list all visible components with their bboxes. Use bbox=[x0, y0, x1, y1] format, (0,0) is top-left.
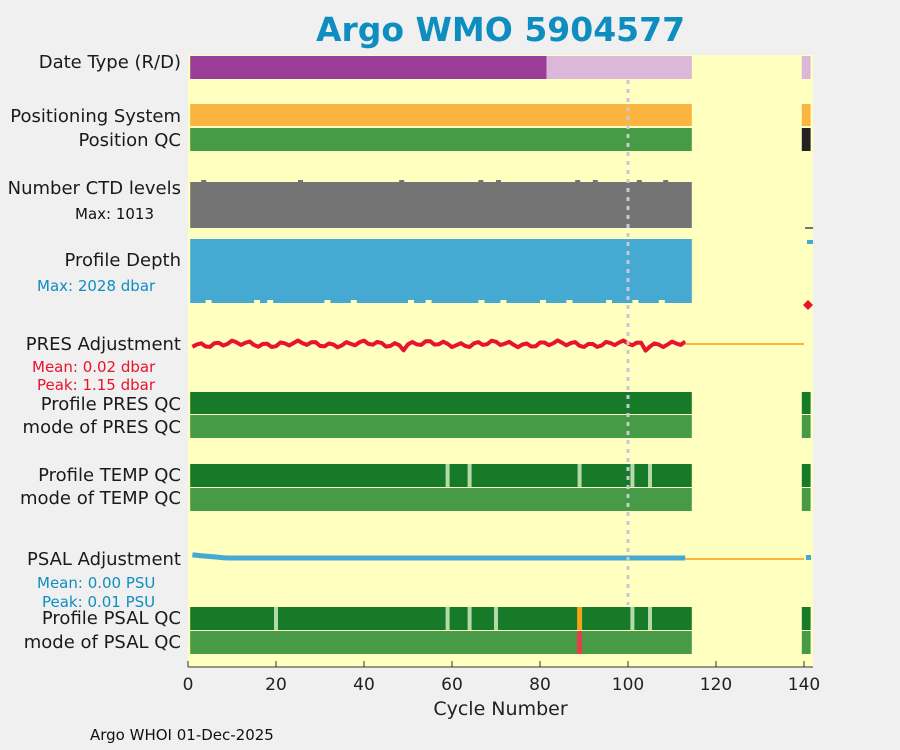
profile-temp-qc-bar bbox=[190, 464, 692, 487]
ctd-level-notch bbox=[636, 180, 642, 182]
profile-depth-bar bbox=[190, 239, 692, 303]
plot-background bbox=[188, 55, 813, 667]
label-profile-pres-qc: Profile PRES QC bbox=[40, 394, 181, 415]
depth-short-profile bbox=[478, 300, 485, 304]
positioning-segment bbox=[190, 104, 692, 126]
x-tick-label: 0 bbox=[182, 675, 194, 695]
psal-mode-bad-mark bbox=[577, 631, 583, 654]
temp-qc-probable-mark bbox=[467, 464, 472, 487]
ctd-level-notch bbox=[478, 180, 484, 182]
x-tick-label: 140 bbox=[787, 675, 821, 695]
temp-qc-probable-mark bbox=[445, 464, 450, 487]
depth-short-profile bbox=[500, 300, 507, 304]
label-psal-adjustment: PSAL Adjustment bbox=[26, 549, 181, 570]
date-type-segment bbox=[546, 56, 692, 79]
label-positioning-system: Positioning System bbox=[10, 106, 181, 127]
psal-adjustment-mean: Mean: 0.00 PSU bbox=[37, 574, 156, 592]
depth-short-profile bbox=[408, 300, 414, 304]
temp-qc-probable-mark bbox=[630, 464, 635, 487]
pres-adjustment-line bbox=[191, 338, 687, 353]
depth-short-profile bbox=[425, 300, 432, 304]
depth-short-profile bbox=[566, 300, 573, 304]
position-qc-segment bbox=[190, 128, 692, 151]
position-qc-segment bbox=[801, 128, 811, 151]
x-tick-label: 120 bbox=[699, 675, 733, 695]
psal-adjustment-peak: Peak: 0.01 PSU bbox=[42, 593, 156, 611]
profile-pres-qc-segment bbox=[801, 392, 811, 414]
positioning-segment bbox=[801, 104, 811, 126]
psal-qc-probable-mark bbox=[648, 607, 652, 630]
ctd-levels-last-cycle bbox=[805, 227, 813, 229]
depth-short-profile bbox=[632, 300, 639, 304]
x-axis-label: Cycle Number bbox=[433, 698, 568, 720]
psal-qc-probable-mark bbox=[630, 607, 635, 630]
depth-short-profile bbox=[205, 300, 212, 304]
depth-last-marker bbox=[803, 300, 813, 310]
label-position-qc: Position QC bbox=[78, 130, 181, 151]
profile-psal-qc-bar bbox=[190, 607, 692, 630]
temp-qc-probable-mark bbox=[577, 464, 582, 487]
ctd-level-notch bbox=[298, 180, 303, 182]
ctd-level-notch bbox=[201, 180, 207, 182]
date-type-segment bbox=[801, 56, 811, 79]
psal-qc-probable-mark bbox=[445, 607, 450, 630]
psal-qc-probable-mark bbox=[467, 607, 472, 630]
x-tick-label: 60 bbox=[441, 675, 463, 695]
mode-temp-qc-bar bbox=[190, 488, 692, 511]
profile-psal-qc-last bbox=[801, 607, 811, 630]
depth-short-profile bbox=[350, 300, 357, 304]
date-type-segment bbox=[190, 56, 547, 79]
label-ctd-levels: Number CTD levels bbox=[7, 178, 181, 199]
label-pres-adjustment: PRES Adjustment bbox=[25, 334, 181, 355]
x-tick-label: 100 bbox=[611, 675, 645, 695]
psal-qc-probable-mark bbox=[494, 607, 498, 630]
psal-qc-probable-mark bbox=[274, 607, 278, 630]
temp-qc-probable-mark bbox=[648, 464, 652, 487]
mode-psal-qc-bar bbox=[190, 631, 692, 654]
ctd-level-notch bbox=[496, 180, 501, 182]
profile-depth-max: Max: 2028 dbar bbox=[37, 277, 156, 295]
psal-qc-warn-mark bbox=[577, 607, 583, 630]
ctd-levels-max: Max: 1013 bbox=[75, 205, 155, 223]
psal-last-cycle bbox=[806, 555, 811, 560]
ctd-level-notch bbox=[592, 180, 598, 182]
ctd-levels-bar bbox=[190, 182, 692, 228]
mode-pres-qc-segment bbox=[801, 415, 811, 438]
pres-adjustment-mean: Mean: 0.02 dbar bbox=[32, 358, 156, 376]
label-profile-psal-qc: Profile PSAL QC bbox=[41, 608, 181, 629]
chart-title: Argo WMO 5904577 bbox=[315, 10, 686, 49]
ctd-level-notch bbox=[663, 180, 669, 182]
psal-adjustment-line bbox=[192, 552, 686, 561]
mode-temp-qc-last bbox=[801, 488, 811, 511]
mode-pres-qc-segment bbox=[190, 415, 692, 438]
depth-short-profile bbox=[606, 300, 612, 304]
depth-last-cycle bbox=[807, 240, 813, 244]
depth-short-profile bbox=[254, 300, 260, 304]
depth-short-profile bbox=[267, 300, 274, 304]
profile-pres-qc-segment bbox=[190, 392, 692, 414]
pres-adjustment-peak: Peak: 1.15 dbar bbox=[37, 376, 156, 394]
ctd-level-notch bbox=[575, 180, 581, 182]
label-profile-temp-qc: Profile TEMP QC bbox=[38, 465, 181, 486]
label-mode-pres-qc: mode of PRES QC bbox=[22, 417, 181, 438]
x-tick-label: 20 bbox=[265, 675, 287, 695]
label-profile-depth: Profile Depth bbox=[64, 250, 181, 271]
profile-temp-qc-last bbox=[801, 464, 811, 487]
ctd-level-notch bbox=[399, 180, 405, 182]
x-tick-label: 80 bbox=[529, 675, 551, 695]
mode-psal-qc-last bbox=[801, 631, 811, 654]
label-mode-psal-qc: mode of PSAL QC bbox=[23, 632, 181, 653]
footer-credit: Argo WHOI 01-Dec-2025 bbox=[90, 726, 274, 744]
label-date-type: Date Type (R/D) bbox=[38, 52, 181, 73]
x-tick-label: 40 bbox=[353, 675, 375, 695]
label-mode-temp-qc: mode of TEMP QC bbox=[19, 488, 181, 509]
depth-short-profile bbox=[324, 300, 331, 304]
depth-short-profile bbox=[658, 300, 665, 304]
depth-short-profile bbox=[540, 300, 546, 304]
